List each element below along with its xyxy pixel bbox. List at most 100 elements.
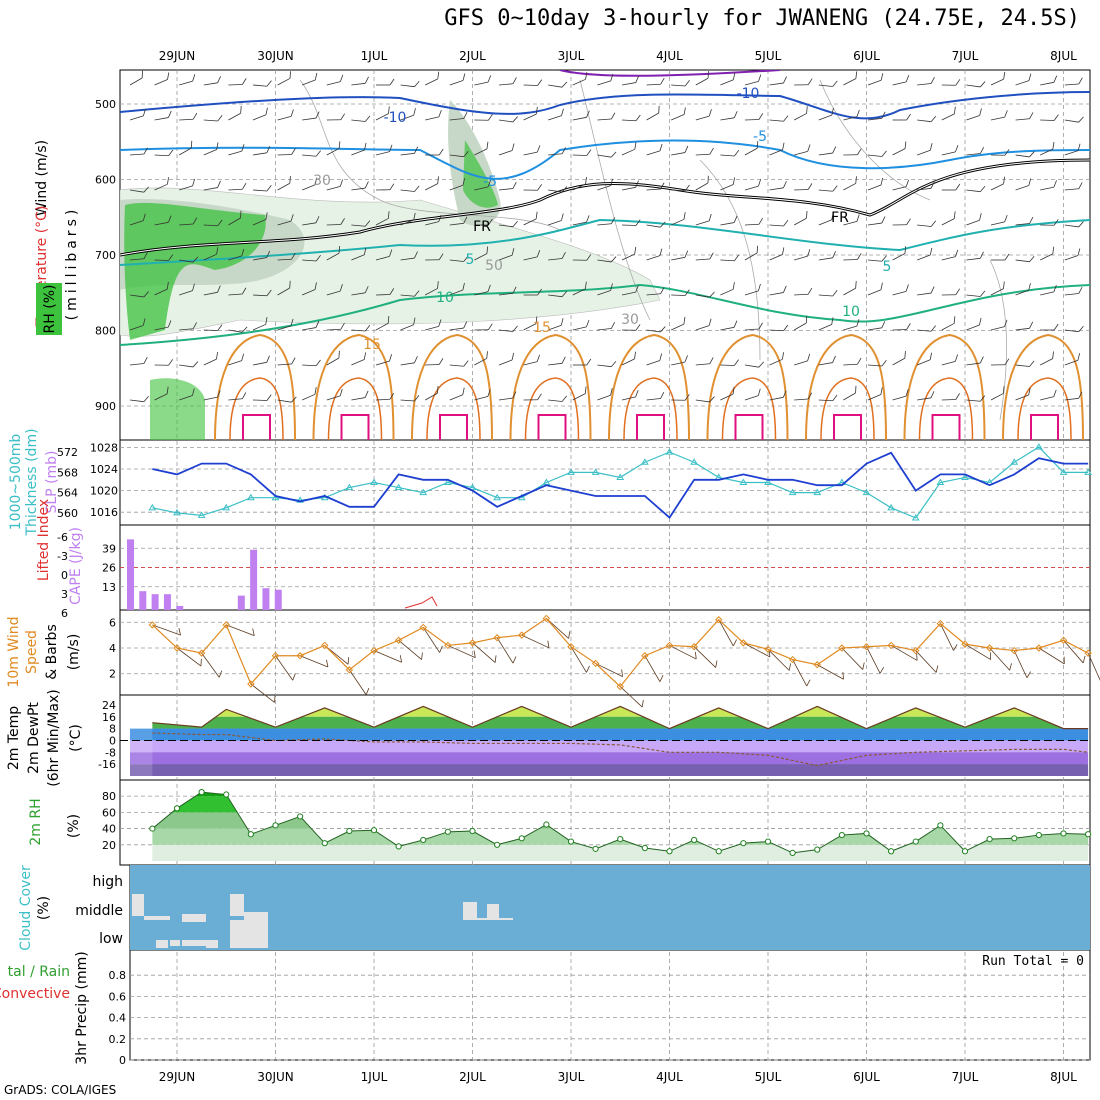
wind-barb: [425, 71, 440, 86]
wind-speed-point: [518, 631, 526, 639]
cape-bar: [163, 594, 171, 610]
rh-point: [567, 838, 575, 845]
wind-barb: [769, 285, 787, 296]
wind-barb: [228, 78, 247, 86]
axis-label-precip-total: tal / Rain: [8, 964, 70, 980]
date-label-top: 1JUL: [361, 49, 388, 63]
contour-label: 5: [466, 252, 475, 268]
warm-contour: [706, 333, 789, 440]
temp-band-cold: [130, 728, 1085, 741]
wind-barb: [1040, 75, 1058, 86]
wind-barb: [1040, 389, 1057, 401]
axis-label-cloud: Cloud Cover: [18, 865, 34, 951]
date-label-top: 2JUL: [459, 49, 486, 63]
thickness-point: [493, 493, 502, 501]
wind-barb-10m: [373, 650, 403, 663]
wind-barb: [449, 282, 465, 296]
thickness-point: [665, 448, 674, 455]
hot-contour: [439, 414, 468, 440]
wind-barb: [400, 146, 419, 156]
wind-barb: [572, 149, 592, 156]
slp-ytick: 1024: [90, 463, 118, 476]
wind-barb: [990, 71, 1006, 86]
cloud-block: [182, 914, 206, 922]
wind-barb: [941, 288, 961, 296]
rh-band: [152, 812, 1089, 829]
rh-point: [1035, 831, 1042, 839]
rh-point: [444, 828, 451, 835]
wind-barb: [867, 111, 886, 121]
cloud-level-label: low: [99, 931, 123, 947]
wind-barb: [720, 320, 738, 331]
temp-band: [152, 716, 1089, 729]
wind-barb: [498, 77, 517, 86]
wind-barb-10m: [226, 624, 255, 636]
wind-barb: [671, 355, 688, 366]
warm-contour: [214, 333, 296, 440]
axis-label-wind10-b: Speed: [24, 630, 40, 674]
wind-barb: [621, 246, 637, 261]
contour-label: 15: [533, 320, 551, 336]
wind-barb-10m: [940, 623, 958, 651]
wind-barb: [548, 290, 568, 298]
rh-point: [1060, 830, 1067, 837]
contour-label: 10: [436, 290, 454, 306]
wind-barb: [1040, 180, 1057, 191]
wind-barb: [326, 284, 343, 296]
wind-barb: [818, 355, 836, 366]
wind-speed-point: [961, 640, 969, 648]
cape-ytick: 13: [102, 581, 116, 594]
wind-barb: [695, 357, 714, 366]
wind-speed-point: [591, 659, 600, 668]
thickness-point: [1059, 468, 1068, 475]
wind-barb-10m: [964, 643, 992, 660]
wind-barb: [228, 353, 245, 366]
wind-barb: [1064, 353, 1081, 366]
wind-barb-10m: [496, 637, 517, 664]
wind-barb: [252, 394, 272, 401]
cape-bar: [274, 589, 282, 610]
wind-barb: [252, 355, 270, 366]
contour-label: -10: [384, 110, 407, 126]
wind-barb: [794, 210, 808, 226]
wind-barb: [1015, 283, 1031, 296]
wind-barb: [941, 316, 956, 331]
slp-line: [152, 451, 1089, 519]
wind-barb: [302, 255, 321, 262]
wind-speed-point: [296, 652, 304, 660]
wind-barb: [941, 393, 960, 401]
wind-barb: [548, 81, 568, 88]
wind-barb: [277, 214, 294, 226]
wind-barb: [572, 110, 590, 121]
wind-barb: [129, 291, 149, 298]
thickness-point: [246, 493, 255, 501]
axis-label-temp-c: (6hr Min/Max): [46, 689, 62, 786]
axis-label-precip: 3hr Precip (mm): [74, 951, 90, 1064]
wind-barb: [400, 108, 416, 121]
wind-barb: [498, 116, 518, 123]
thickness-point: [419, 488, 428, 496]
wind-barb: [252, 212, 268, 226]
cape-bar: [176, 606, 184, 610]
wind-barb: [597, 360, 617, 368]
wind-barb-10m: [447, 645, 476, 658]
hot-contour: [833, 414, 862, 440]
wind-barb: [769, 390, 787, 401]
wind-barb: [449, 178, 466, 191]
wind-barb: [917, 181, 935, 191]
wind-barb: [892, 246, 907, 261]
wind-barb-10m: [324, 645, 350, 665]
wind-barb: [597, 112, 616, 121]
temp-band-cold: [130, 764, 1085, 776]
wind-barb: [351, 115, 371, 122]
wind-barb: [843, 319, 860, 331]
freezing-level-inner: [120, 159, 1090, 256]
wind-speed-point: [542, 614, 551, 623]
wind-barb: [1015, 255, 1035, 263]
wind-barb: [277, 357, 296, 366]
wind-barb: [794, 183, 813, 191]
wind-barb: [228, 248, 245, 261]
wind-barb: [818, 212, 834, 226]
wind-barb: [597, 151, 617, 158]
wind-barb: [474, 351, 488, 366]
